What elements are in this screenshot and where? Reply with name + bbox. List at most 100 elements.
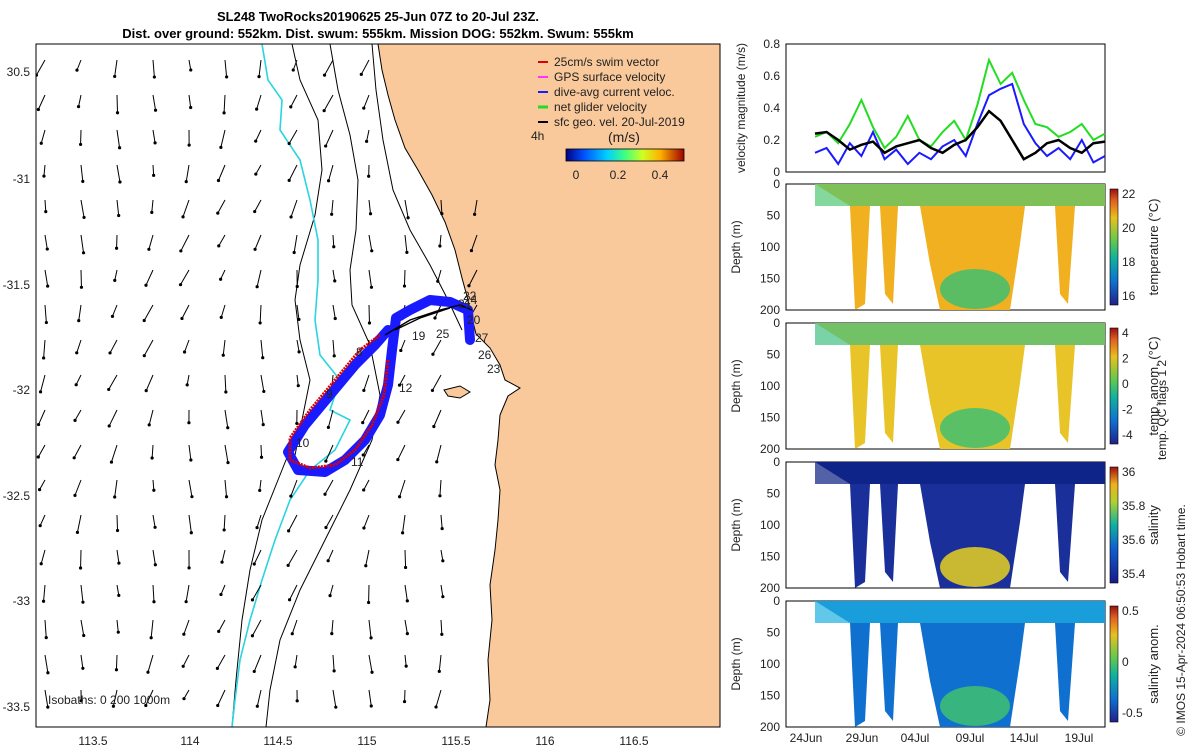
vector-head-215 — [441, 559, 445, 563]
section-cbtick-2-1: 35.8 — [1122, 499, 1146, 513]
vector-head-150 — [293, 665, 297, 669]
track-label-25: 25 — [436, 327, 450, 341]
vector-arrow-110 — [220, 584, 226, 595]
section-ytick-0-0: 0 — [773, 177, 780, 191]
vector-arrow-212 — [436, 444, 442, 462]
vector-arrow-119 — [254, 234, 262, 250]
vector-arrow-53 — [116, 584, 120, 596]
vector-arrow-94 — [183, 689, 190, 699]
vector-arrow-99 — [217, 199, 226, 214]
vector-head-77 — [189, 105, 193, 110]
vector-arrow-150 — [294, 654, 298, 667]
vector-head-155 — [326, 179, 331, 183]
vector-head-219 — [434, 705, 438, 709]
vector-head-75 — [144, 703, 148, 708]
vector-arrow-188 — [368, 654, 373, 673]
vector-head-191 — [405, 250, 409, 254]
vector-arrow-121 — [259, 304, 262, 323]
vector-arrow-222 — [468, 269, 478, 286]
vector-arrow-74 — [147, 654, 154, 673]
vector-head-105 — [226, 426, 230, 430]
track-label-9: 9 — [326, 387, 333, 401]
vector-head-141 — [297, 350, 301, 354]
vector-head-72 — [152, 600, 156, 604]
vector-arrow-190 — [404, 199, 409, 218]
vector-arrow-16 — [44, 619, 47, 638]
section-data-1 — [815, 323, 1105, 449]
track-label-22: 22 — [463, 289, 477, 303]
vector-head-208 — [433, 316, 437, 320]
vector-head-90 — [187, 566, 191, 570]
vector-arrow-199 — [402, 514, 406, 533]
vector-arrow-201 — [404, 584, 408, 601]
vector-head-81 — [179, 249, 183, 253]
vector-arrow-84 — [184, 339, 190, 353]
surface-velocity-vectors — [36, 59, 478, 709]
vector-head-46 — [108, 351, 112, 355]
vector-arrow-128 — [253, 549, 262, 565]
vector-head-147 — [286, 563, 290, 567]
map-xtick-4: 115.5 — [441, 734, 470, 748]
vector-arrow-106 — [224, 444, 229, 463]
vector-arrow-32 — [76, 514, 82, 533]
vector-arrow-108 — [223, 514, 226, 530]
velocity-frame — [785, 43, 1106, 173]
vector-arrow-134 — [290, 94, 298, 108]
vector-head-184 — [362, 526, 366, 530]
vector-arrow-200 — [404, 549, 407, 568]
vector-head-183 — [362, 488, 366, 492]
section-cbtick-0-0: 22 — [1122, 187, 1136, 201]
vector-arrow-136 — [288, 164, 298, 181]
vector-head-16 — [44, 635, 48, 640]
vector-head-100 — [217, 244, 221, 248]
vector-head-212 — [435, 460, 439, 464]
vector-head-115 — [255, 107, 259, 111]
vector-arrow-189 — [368, 689, 372, 707]
section-ytick-3-1: 50 — [767, 626, 781, 640]
vector-head-22 — [81, 179, 85, 183]
section-colorbar-2 — [1109, 466, 1119, 584]
vector-head-196 — [396, 420, 400, 424]
vector-head-123 — [262, 389, 266, 394]
vector-head-106 — [226, 460, 230, 465]
vector-arrow-73 — [150, 619, 154, 638]
vector-head-49 — [109, 460, 114, 464]
vector-head-162 — [326, 425, 330, 429]
vector-head-96 — [222, 111, 226, 115]
vector-arrow-14 — [40, 549, 46, 564]
vector-arrow-148 — [289, 584, 298, 600]
section-colorbar-3 — [1109, 605, 1119, 723]
vector-head-216 — [441, 595, 445, 599]
vector-arrow-100 — [218, 234, 226, 247]
vector-arrow-160 — [332, 339, 335, 356]
vector-head-26 — [77, 318, 81, 323]
vector-arrow-166 — [327, 549, 334, 561]
vector-head-76 — [189, 68, 193, 72]
time-marker: 4h — [531, 129, 544, 143]
vector-arrow-113 — [217, 689, 226, 706]
velocity-ytick-0: 0 — [773, 165, 780, 179]
vector-head-197 — [396, 457, 400, 462]
section-ytick-2-2: 100 — [760, 518, 780, 532]
vector-head-45 — [110, 314, 115, 318]
section-surface-0 — [815, 184, 1105, 206]
track-label-8: 8 — [356, 345, 363, 359]
vector-head-176 — [370, 249, 374, 253]
vector-arrow-85 — [186, 374, 190, 385]
vector-head-203 — [404, 664, 408, 668]
vector-arrow-76 — [188, 59, 192, 71]
vector-head-24 — [81, 251, 86, 255]
vector-head-74 — [146, 670, 150, 674]
map-xtick-2: 114.5 — [263, 734, 292, 748]
time-xtick-2: 04Jul — [901, 731, 930, 745]
velocity-panel: 0 0.2 0.4 0.6 0.8 velocity magnitude (m/s) — [734, 37, 1106, 179]
track-label-12: 12 — [399, 381, 413, 395]
vector-head-95 — [225, 75, 229, 79]
vector-head-92 — [182, 632, 186, 636]
vector-arrow-59 — [152, 129, 156, 143]
section-cbtick-0-2: 18 — [1122, 255, 1136, 269]
map-colorbar-tick-1: 0.2 — [610, 168, 627, 182]
legend-sfc: sfc geo. vel. 20-Jul-2019 — [554, 115, 685, 129]
vector-arrow-163 — [325, 444, 334, 462]
vector-head-185 — [364, 564, 368, 568]
